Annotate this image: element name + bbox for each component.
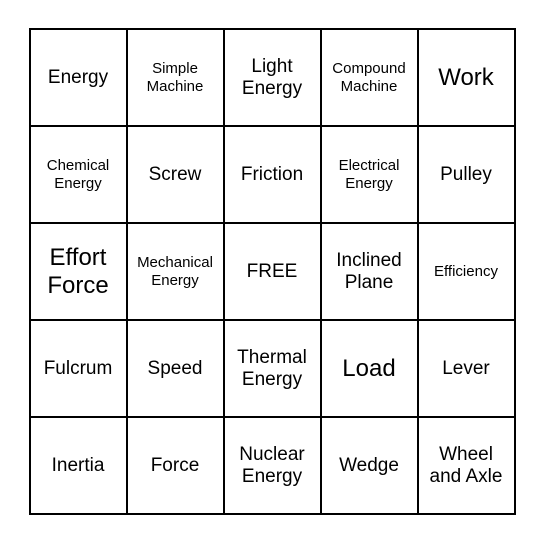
cell-text: Wedge [339, 455, 399, 477]
cell-text: Fulcrum [44, 358, 113, 380]
cell-text: Inclined Plane [326, 250, 413, 294]
cell-text: Force [151, 455, 200, 477]
cell-text: Work [438, 64, 494, 92]
cell-text: Thermal Energy [229, 347, 316, 391]
cell-text: Mechanical Energy [132, 254, 219, 289]
cell-text: Electrical Energy [326, 157, 413, 192]
cell-text: Load [342, 355, 395, 383]
cell-text: Light Energy [229, 56, 316, 100]
bingo-cell: Lever [418, 320, 515, 417]
cell-text: Inertia [52, 455, 105, 477]
bingo-cell: Inclined Plane [321, 223, 418, 320]
bingo-grid: Energy Simple Machine Light Energy Compo… [29, 28, 516, 515]
bingo-cell: Thermal Energy [224, 320, 321, 417]
cell-text: Screw [149, 164, 202, 186]
bingo-cell: Electrical Energy [321, 126, 418, 223]
cell-text: Effort Force [35, 244, 122, 299]
cell-text: Pulley [440, 164, 492, 186]
cell-text: Compound Machine [326, 60, 413, 95]
cell-text: Lever [442, 358, 490, 380]
bingo-cell: Screw [127, 126, 224, 223]
bingo-cell: Work [418, 29, 515, 126]
cell-text: FREE [247, 261, 298, 283]
cell-text: Speed [148, 358, 203, 380]
cell-text: Efficiency [434, 263, 498, 280]
bingo-cell: Effort Force [30, 223, 127, 320]
bingo-cell: Mechanical Energy [127, 223, 224, 320]
bingo-cell: Chemical Energy [30, 126, 127, 223]
cell-text: Wheel and Axle [423, 444, 510, 488]
bingo-cell: Force [127, 417, 224, 514]
bingo-cell: Speed [127, 320, 224, 417]
cell-text: Chemical Energy [35, 157, 122, 192]
bingo-cell: Efficiency [418, 223, 515, 320]
bingo-cell: Light Energy [224, 29, 321, 126]
bingo-cell: Compound Machine [321, 29, 418, 126]
bingo-cell: Nuclear Energy [224, 417, 321, 514]
cell-text: Nuclear Energy [229, 444, 316, 488]
bingo-cell: Energy [30, 29, 127, 126]
bingo-cell: Load [321, 320, 418, 417]
bingo-cell: Simple Machine [127, 29, 224, 126]
bingo-cell-free: FREE [224, 223, 321, 320]
cell-text: Friction [241, 164, 303, 186]
bingo-cell: Pulley [418, 126, 515, 223]
cell-text: Simple Machine [132, 60, 219, 95]
bingo-cell: Inertia [30, 417, 127, 514]
bingo-cell: Wheel and Axle [418, 417, 515, 514]
bingo-cell: Friction [224, 126, 321, 223]
bingo-cell: Fulcrum [30, 320, 127, 417]
cell-text: Energy [48, 67, 108, 89]
bingo-cell: Wedge [321, 417, 418, 514]
